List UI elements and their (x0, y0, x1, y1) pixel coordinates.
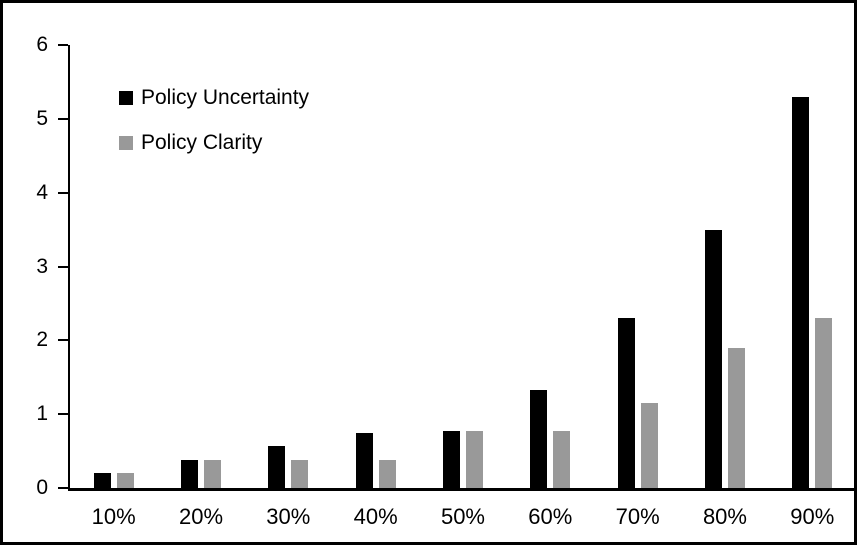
legend-item-policy-uncertainty: Policy Uncertainty (119, 87, 309, 109)
x-axis-label: 60% (528, 504, 573, 529)
bar-column-80% (681, 45, 768, 488)
y-tick-label: 4 (36, 180, 48, 204)
bar-policy-clarity (291, 459, 309, 488)
bar-columns (70, 45, 854, 488)
y-tick (58, 339, 68, 342)
bar-policy-clarity (465, 431, 483, 488)
legend-swatch-icon (119, 91, 133, 105)
y-tick (58, 44, 68, 46)
bar-column-20% (157, 45, 244, 488)
bar-column-60% (507, 45, 594, 488)
y-tick-label: 3 (36, 254, 48, 278)
bar-policy-clarity (116, 473, 134, 488)
plot-area (68, 45, 854, 491)
x-axis-label: 70% (615, 504, 660, 529)
legend-swatch-icon (119, 136, 133, 150)
x-axis-label: 90% (790, 504, 835, 529)
x-axis-label: 30% (266, 504, 311, 529)
bar-policy-clarity (727, 347, 745, 488)
legend: Policy Uncertainty Policy Clarity (119, 87, 309, 177)
x-axis-label: 80% (702, 504, 747, 529)
legend-item-policy-clarity: Policy Clarity (119, 132, 309, 154)
bar-policy-uncertainty (792, 96, 810, 488)
y-tick (58, 265, 68, 268)
bar-policy-uncertainty (530, 389, 548, 488)
y-tick-label: 6 (36, 33, 48, 56)
y-tick-label: 2 (36, 328, 48, 352)
x-axis-labels: 10% 20% 30% 40% 50% 60% 70% 80% 90% (70, 504, 854, 529)
bar-policy-clarity (815, 318, 833, 488)
bar-column-90% (769, 45, 854, 488)
y-tick-label: 0 (36, 476, 48, 499)
x-axis-label: 40% (353, 504, 398, 529)
bar-column-40% (332, 45, 419, 488)
x-axis-label: 20% (178, 504, 224, 529)
x-axis-label: 10% (91, 504, 136, 529)
bar-policy-uncertainty (617, 318, 635, 488)
bar-policy-uncertainty (180, 459, 198, 488)
x-axis-label: 50% (440, 504, 485, 529)
bar-column-30% (245, 45, 332, 488)
bar-column-70% (594, 45, 681, 488)
legend-label: Policy Uncertainty (141, 86, 310, 109)
bar-policy-clarity (553, 431, 571, 488)
y-tick-label: 5 (36, 106, 48, 130)
bar-column-10% (70, 45, 157, 488)
y-tick (58, 191, 68, 194)
bar-policy-uncertainty (268, 445, 286, 488)
legend-label: Policy Clarity (141, 131, 263, 154)
bar-policy-clarity (640, 403, 658, 488)
bar-policy-clarity (203, 459, 221, 488)
bar-policy-uncertainty (355, 432, 373, 488)
bar-policy-uncertainty (704, 229, 722, 488)
y-tick (58, 117, 68, 120)
bar-policy-uncertainty (93, 473, 111, 488)
bar-policy-clarity (378, 459, 396, 488)
y-tick-label: 1 (36, 402, 48, 426)
y-tick (58, 487, 68, 489)
bar-policy-uncertainty (442, 431, 460, 488)
bar-column-50% (419, 45, 506, 488)
y-tick (58, 413, 68, 416)
